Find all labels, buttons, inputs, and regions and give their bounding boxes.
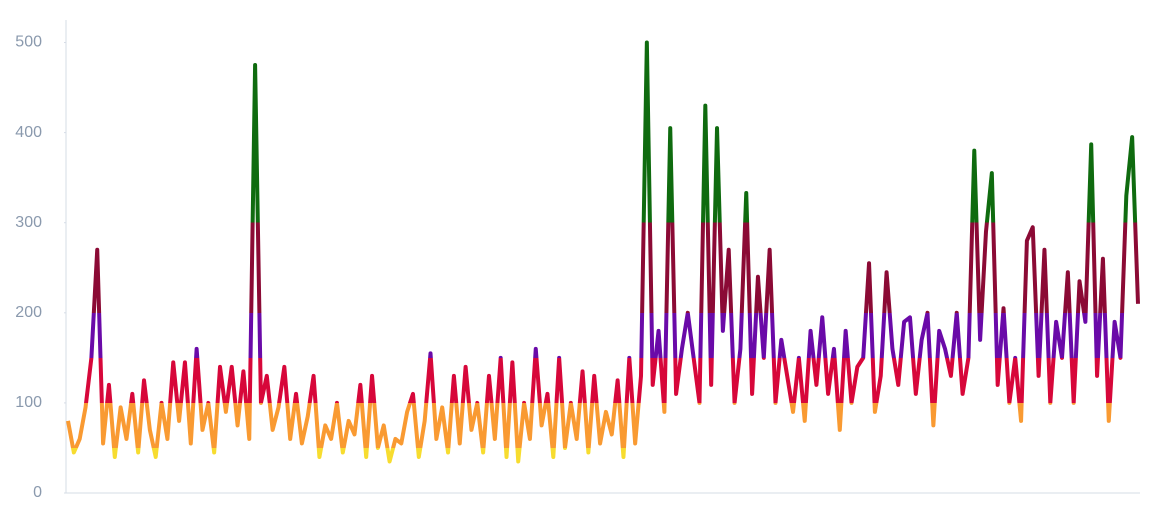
- y-tick-label: 0: [33, 484, 42, 501]
- y-tick-label: 500: [15, 34, 42, 51]
- y-tick-label: 100: [15, 394, 42, 411]
- data-line: [66, 40, 1140, 464]
- y-tick-label: 200: [15, 304, 42, 321]
- y-tick-label: 300: [15, 214, 42, 231]
- y-tick-label: 400: [15, 124, 42, 141]
